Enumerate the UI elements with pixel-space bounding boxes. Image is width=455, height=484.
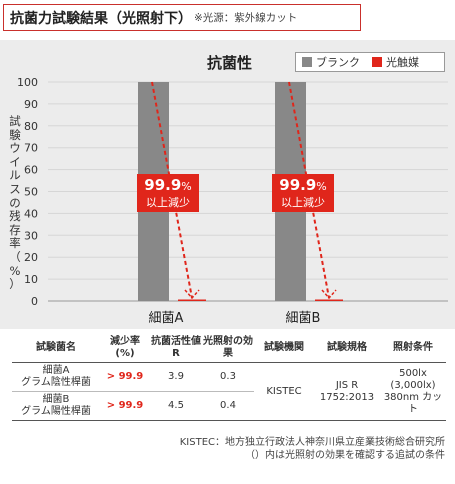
- callout-a: 99.9% 以上減少: [137, 174, 199, 212]
- y-tick-label: 0: [31, 295, 38, 308]
- bar-photocatalyst-1: [178, 299, 206, 301]
- callout-a-text: 以上減少: [146, 196, 190, 209]
- light-source-note: ※光源：紫外線カット: [194, 12, 298, 24]
- decrease-arrowhead-2: [321, 289, 337, 300]
- callout-a-value: 99.9: [144, 176, 182, 194]
- callout-b-unit: %: [316, 180, 327, 193]
- results-table: 試験菌名 減少率(%) 抗菌活性値R 光照射の効果 試験機関 試験規格 照射条件…: [12, 334, 446, 421]
- th-standard: 試験規格: [327, 342, 367, 353]
- decrease-arrow-1: [151, 81, 193, 299]
- activity-cell: 3.9: [168, 371, 184, 382]
- footnotes: KISTEC：地方独立行政法人神奈川県立産業技術総合研究所 （）内は光照射の効果…: [180, 436, 445, 462]
- effect-cell: 0.4: [220, 400, 236, 411]
- y-axis-label: 試験ウイルスの残存率（%）: [9, 114, 21, 292]
- effect-cell: 0.3: [220, 371, 236, 382]
- organism-cell: 細菌B グラム陽性桿菌: [12, 392, 100, 421]
- activity-cell: 4.5: [168, 400, 184, 411]
- th-conditions: 照射条件: [393, 342, 433, 353]
- footnote-kistec: KISTEC：地方独立行政法人神奈川県立産業技術総合研究所: [179, 437, 445, 448]
- bar-photocatalyst-2: [315, 299, 343, 301]
- conditions-cell: 500lx (3,000lx) 380nm カット: [383, 367, 443, 415]
- th-reduction: 減少率(%): [110, 336, 140, 359]
- page-title: 抗菌力試験結果（光照射下）: [10, 10, 192, 27]
- th-effect: 光照射の効果: [203, 336, 253, 359]
- table-row: 細菌B グラム陽性桿菌 > 99.9 4.5 0.4: [12, 392, 446, 421]
- callout-b-value: 99.9: [279, 176, 317, 194]
- y-tick-label: 40: [24, 207, 38, 220]
- legend-item-photocatalyst: 光触媒: [372, 54, 419, 70]
- legend: ブランク 光触媒: [295, 52, 445, 72]
- decrease-arrow-2: [288, 81, 330, 299]
- th-organism: 試験菌名: [36, 342, 76, 353]
- legend-item-blank: ブランク: [302, 54, 360, 70]
- organism-type: グラム陽性桿菌: [21, 406, 91, 417]
- standard-cell: JIS R 1752:2013: [319, 379, 375, 403]
- legend-swatch-blank: [302, 57, 312, 67]
- table-row: 細菌A グラム陰性桿菌 > 99.9 3.9 0.3 KISTEC JIS R …: [12, 363, 446, 415]
- decrease-arrowhead-1: [184, 289, 200, 300]
- th-institution: 試験機関: [264, 342, 304, 353]
- organism-name: 細菌B: [42, 394, 70, 405]
- y-tick-label: 10: [24, 273, 38, 286]
- y-tick-label: 30: [24, 229, 38, 242]
- organism-type: グラム陰性桿菌: [21, 377, 91, 388]
- chart-plot: 0 10 20 30 40 50 60 70 80 90 100 細菌A 細菌B: [17, 76, 448, 326]
- y-tick-label: 50: [24, 186, 38, 199]
- x-tick-label: 細菌A: [149, 311, 184, 326]
- organism-cell: 細菌A グラム陰性桿菌: [12, 363, 100, 392]
- y-tick-label: 20: [24, 251, 38, 264]
- callout-b: 99.9% 以上減少: [272, 174, 334, 212]
- legend-label-photocatalyst: 光触媒: [386, 56, 419, 69]
- legend-swatch-photocatalyst: [372, 57, 382, 67]
- organism-name: 細菌A: [42, 365, 70, 376]
- x-tick-label: 細菌B: [286, 311, 321, 326]
- y-tick-label: 70: [24, 142, 38, 155]
- th-activity: 抗菌活性値R: [151, 336, 201, 359]
- callout-a-unit: %: [181, 180, 192, 193]
- y-tick-label: 60: [24, 164, 38, 177]
- chart-title: 抗菌性: [207, 54, 253, 72]
- reduction-cell: > 99.9: [106, 371, 144, 382]
- callout-b-text: 以上減少: [281, 196, 325, 209]
- institution-cell: KISTEC: [266, 385, 302, 397]
- y-tick-label: 90: [24, 98, 38, 111]
- footnote-conditions: （）内は光照射の効果を確認する追試の条件: [245, 450, 445, 461]
- y-tick-label: 80: [24, 120, 38, 133]
- chart-panel: [0, 40, 455, 329]
- reduction-cell: > 99.9: [106, 400, 144, 411]
- y-tick-label: 100: [17, 76, 38, 89]
- legend-label-blank: ブランク: [316, 56, 360, 69]
- table-header-row: 試験菌名 減少率(%) 抗菌活性値R 光照射の効果 試験機関 試験規格 照射条件: [12, 334, 446, 363]
- title-box: 抗菌力試験結果（光照射下） ※光源：紫外線カット: [3, 4, 361, 31]
